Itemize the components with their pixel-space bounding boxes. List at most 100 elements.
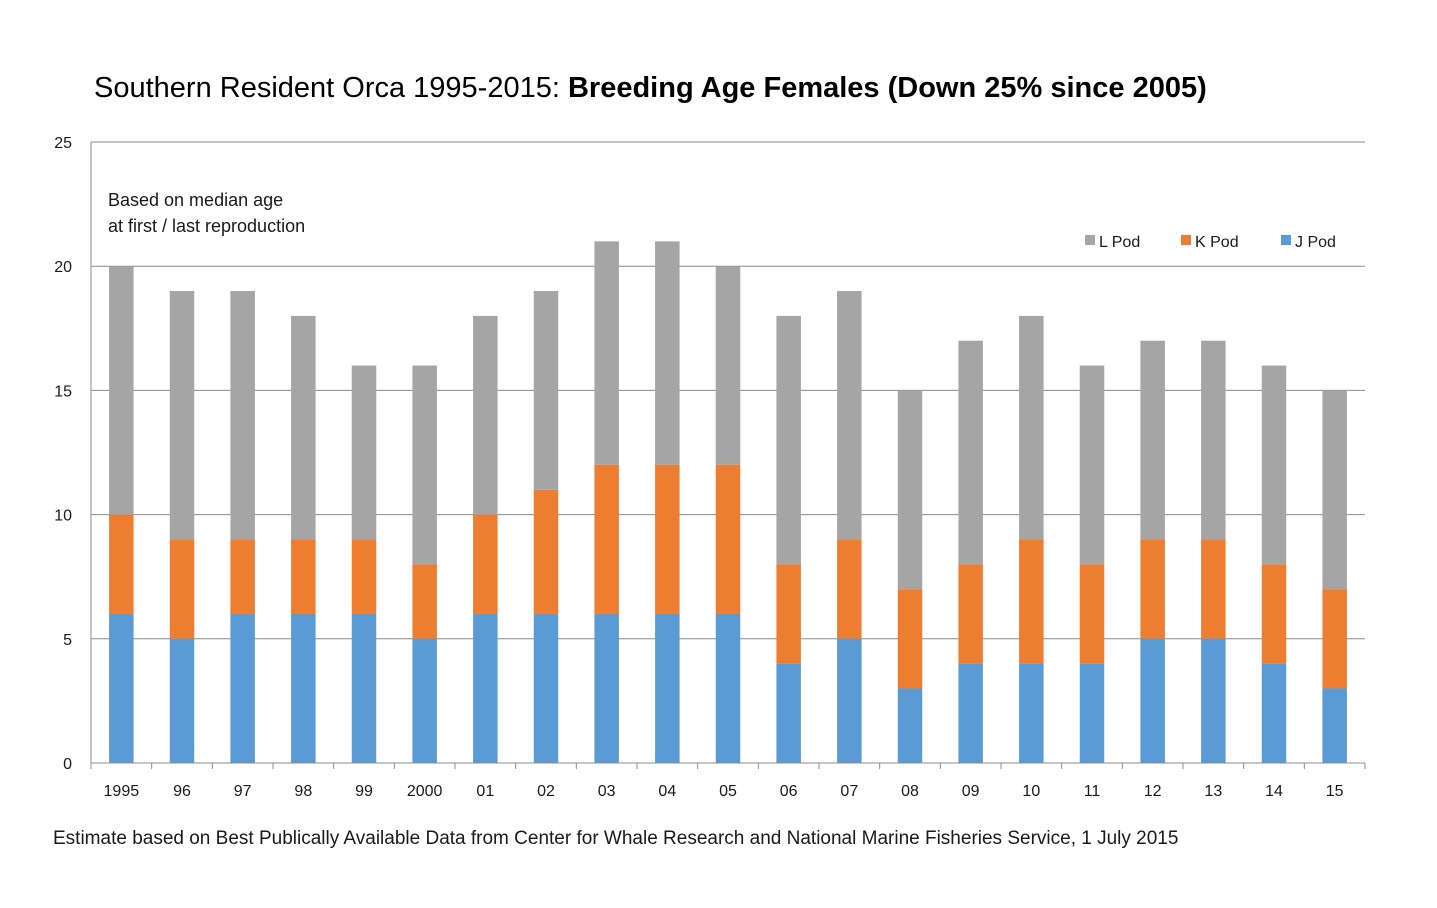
- bar-k-pod-13: [1201, 539, 1226, 639]
- bar-l-pod-2000: [412, 365, 437, 565]
- bar-l-pod-07: [837, 291, 862, 540]
- bar-l-pod-05: [715, 266, 741, 465]
- x-tick-label: 07: [840, 783, 858, 800]
- bar-k-pod-11: [1079, 564, 1105, 664]
- bar-l-pod-98: [291, 315, 316, 540]
- bar-j-pod-99: [351, 613, 377, 763]
- bar-l-pod-04: [655, 241, 680, 465]
- bar-j-pod-09: [958, 663, 983, 763]
- x-tick-label: 03: [598, 783, 616, 800]
- bar-k-pod-10: [1019, 539, 1044, 664]
- bar-l-pod-99: [351, 365, 377, 540]
- chart-title: Southern Resident Orca 1995-2015: Breedi…: [94, 72, 1207, 104]
- bar-l-pod-02: [533, 291, 559, 490]
- bar-k-pod-14: [1261, 564, 1287, 664]
- legend-label: L Pod: [1099, 234, 1140, 251]
- bar-k-pod-06: [776, 564, 801, 664]
- bar-j-pod-05: [715, 613, 741, 763]
- bar-k-pod-03: [594, 464, 619, 614]
- x-tick-label: 14: [1265, 783, 1283, 800]
- x-tick-label: 04: [658, 783, 676, 800]
- y-tick-label: 25: [54, 135, 72, 152]
- annotation-line-1: Based on median age: [108, 190, 283, 210]
- bar-j-pod-07: [837, 638, 862, 763]
- bar-l-pod-09: [958, 340, 983, 565]
- bar-l-pod-14: [1261, 365, 1287, 565]
- bar-l-pod-12: [1140, 340, 1165, 540]
- legend-label: J Pod: [1295, 234, 1336, 251]
- bar-k-pod-97: [230, 539, 255, 614]
- x-tick-label: 02: [537, 783, 555, 800]
- x-tick-label: 11: [1084, 783, 1101, 800]
- legend-swatch-k-pod: [1181, 235, 1191, 245]
- bar-j-pod-12: [1140, 638, 1165, 763]
- bar-j-pod-97: [230, 613, 255, 763]
- y-tick-label: 15: [54, 383, 72, 400]
- bar-k-pod-12: [1140, 539, 1165, 639]
- bar-k-pod-08: [897, 589, 923, 689]
- y-axis-ticks: 0 5 10 15 20 25: [54, 135, 72, 773]
- bar-j-pod-06: [776, 663, 801, 763]
- bar-k-pod-01: [473, 514, 498, 614]
- bar-l-pod-08: [897, 390, 923, 590]
- annotation-line-2: at first / last reproduction: [108, 216, 305, 236]
- x-tick-label: 06: [780, 783, 798, 800]
- bar-j-pod-04: [655, 613, 680, 763]
- bar-l-pod-11: [1079, 365, 1105, 565]
- y-tick-label: 5: [63, 632, 72, 649]
- bar-k-pod-04: [655, 464, 680, 614]
- bar-l-pod-03: [594, 241, 619, 465]
- chart-title-bold: Breeding Age Females (Down 25% since 200…: [568, 72, 1207, 104]
- y-tick-label: 20: [54, 259, 72, 276]
- x-tick-label: 99: [355, 783, 373, 800]
- x-tick-label: 1995: [104, 783, 140, 800]
- chart-title-regular: Southern Resident Orca 1995-2015:: [94, 72, 568, 104]
- bar-l-pod-01: [473, 315, 498, 515]
- x-axis-ticks: 1995 96 97 98 99 2000 01 02 03 04 05 06 07 08 09 10 11 12…: [104, 783, 1344, 800]
- bar-j-pod-96: [169, 638, 195, 763]
- bar-l-pod-96: [169, 291, 195, 540]
- x-tick-label: 15: [1326, 783, 1344, 800]
- x-tick-label: 98: [294, 783, 312, 800]
- bar-l-pod-06: [776, 315, 801, 565]
- legend-label: K Pod: [1195, 234, 1239, 251]
- bar-k-pod-09: [958, 564, 983, 664]
- bar-k-pod-99: [351, 539, 377, 614]
- bar-l-pod-15: [1322, 390, 1347, 590]
- bar-j-pod-10: [1019, 663, 1044, 763]
- x-tick-label: 01: [476, 783, 494, 800]
- bar-j-pod-11: [1079, 663, 1105, 763]
- y-tick-label: 10: [54, 508, 72, 525]
- bar-l-pod-1995: [109, 266, 134, 515]
- x-tick-label: 05: [719, 783, 737, 800]
- legend-swatch-l-pod: [1085, 235, 1095, 245]
- bar-k-pod-15: [1322, 589, 1347, 689]
- x-tick-label: 13: [1204, 783, 1222, 800]
- legend: L Pod K Pod J Pod: [1085, 234, 1336, 251]
- bar-j-pod-02: [533, 613, 559, 763]
- bar-l-pod-13: [1201, 340, 1226, 540]
- axes: [90, 142, 1366, 769]
- x-tick-label: 08: [901, 783, 919, 800]
- y-tick-label: 0: [63, 756, 72, 773]
- x-tick-label: 12: [1144, 783, 1162, 800]
- x-tick-label: 09: [962, 783, 980, 800]
- bar-j-pod-98: [291, 613, 316, 763]
- bar-j-pod-14: [1261, 663, 1287, 763]
- bar-k-pod-05: [715, 464, 741, 614]
- bar-k-pod-98: [291, 539, 316, 614]
- bar-k-pod-02: [533, 489, 559, 614]
- x-tick-label: 96: [173, 783, 191, 800]
- bars: [109, 241, 1347, 763]
- legend-swatch-j-pod: [1281, 235, 1291, 245]
- x-tick-label: 10: [1022, 783, 1040, 800]
- bar-k-pod-96: [169, 539, 195, 639]
- bar-j-pod-2000: [412, 638, 437, 763]
- bar-k-pod-07: [837, 539, 862, 639]
- bar-k-pod-2000: [412, 564, 437, 639]
- x-tick-label: 2000: [407, 783, 443, 800]
- bar-j-pod-13: [1201, 638, 1226, 763]
- x-tick-label: 97: [234, 783, 252, 800]
- bar-j-pod-01: [473, 613, 498, 763]
